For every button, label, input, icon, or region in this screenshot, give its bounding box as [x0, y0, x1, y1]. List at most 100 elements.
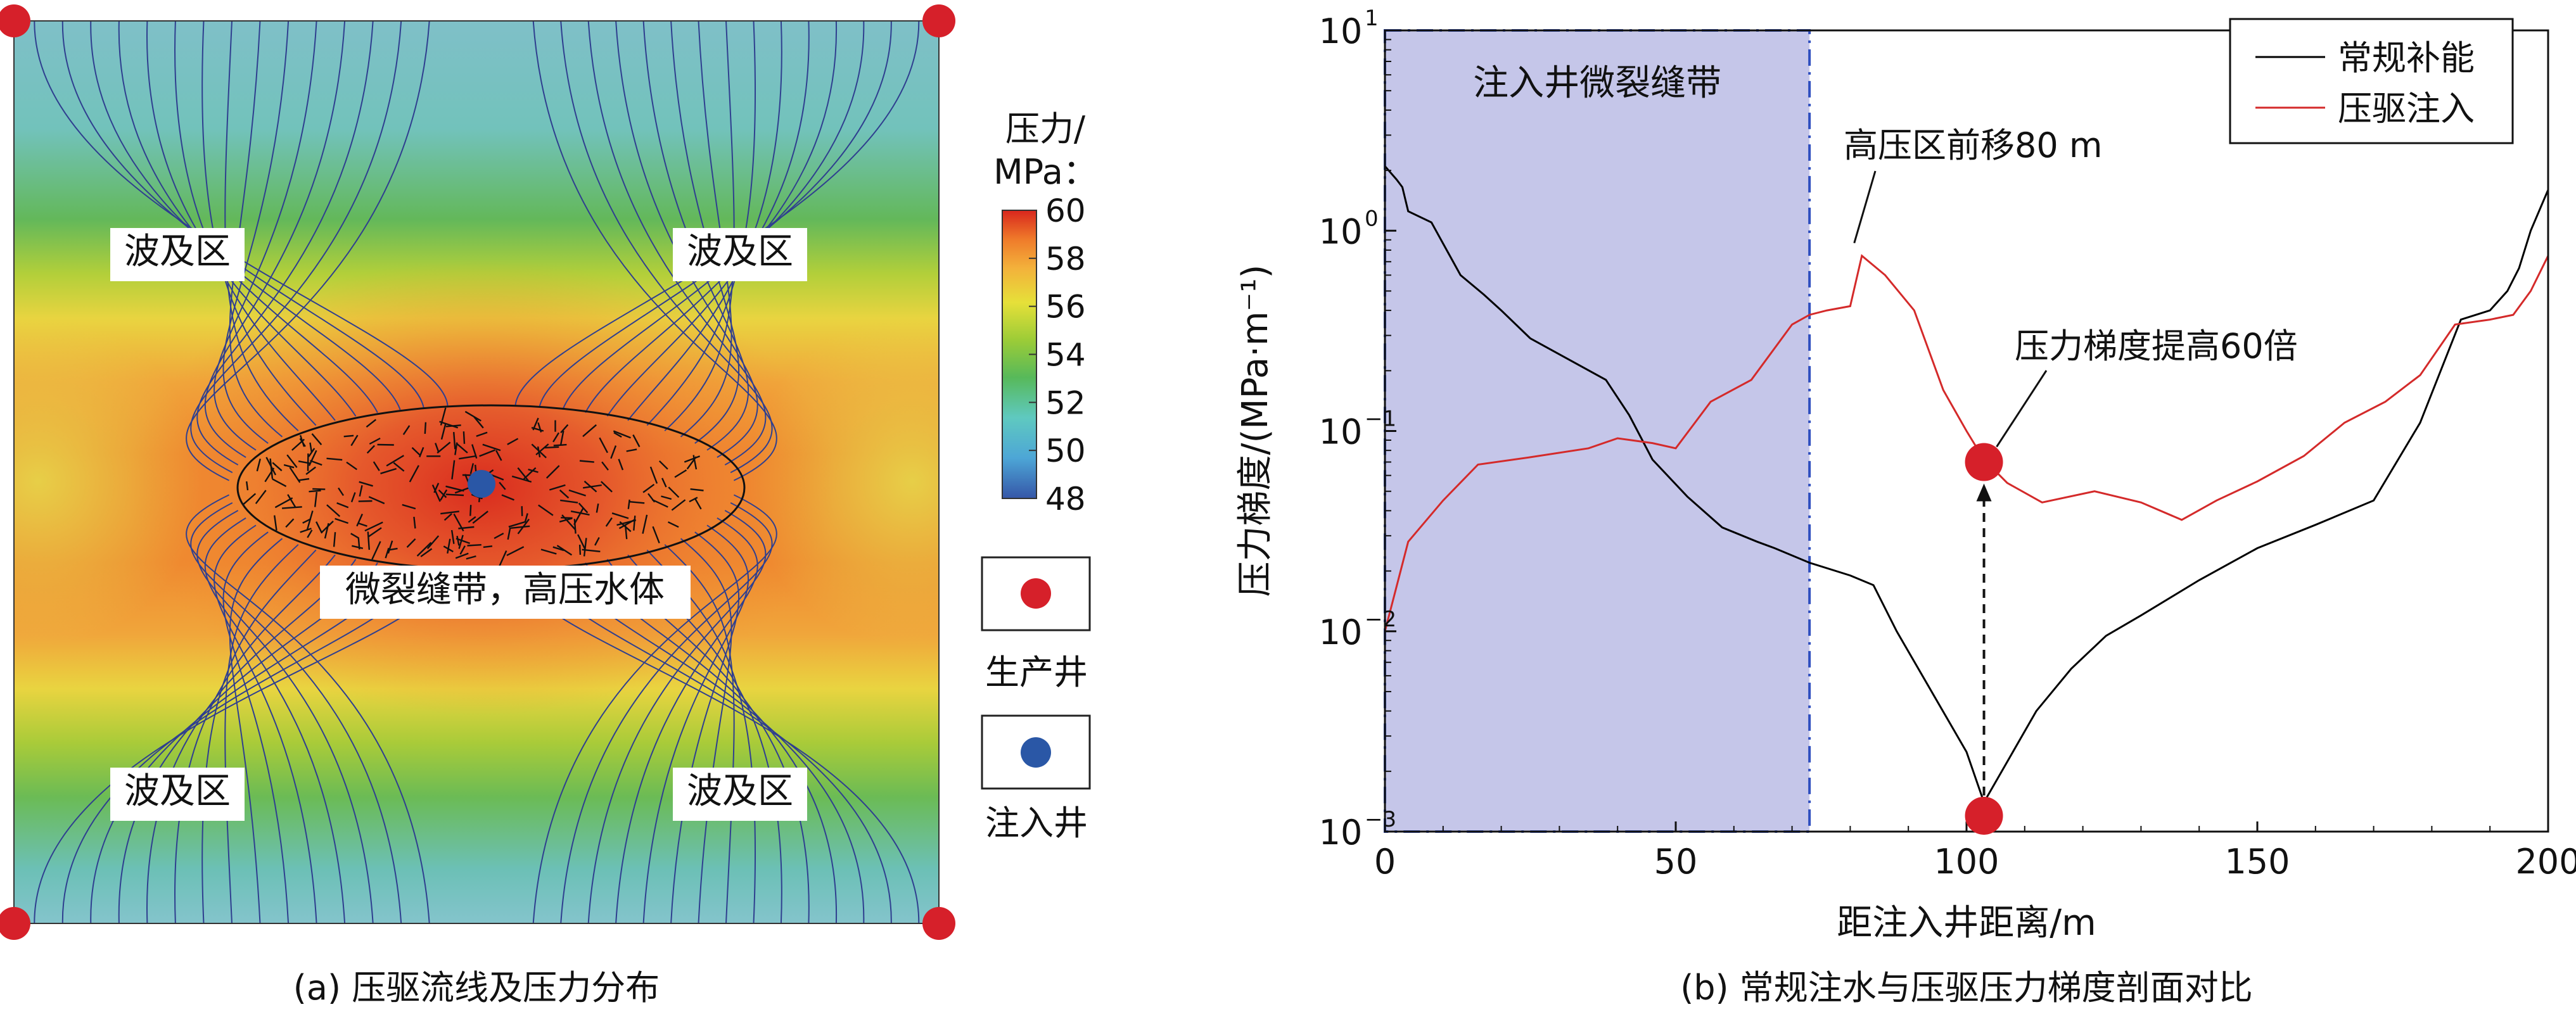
microfracture: [483, 545, 493, 548]
microfracture: [517, 518, 530, 535]
annotation-front: 高压区前移80 m: [1844, 125, 2102, 165]
streamline: [204, 21, 346, 458]
microfracture: [368, 496, 385, 505]
microfracture: [450, 529, 455, 544]
microfracture: [316, 521, 323, 534]
microfracture: [386, 455, 404, 467]
microfracture: [532, 417, 539, 431]
microfracture: [326, 457, 343, 461]
microfracture: [358, 523, 367, 527]
microfracture: [632, 434, 641, 448]
microfracture: [336, 502, 349, 509]
microfracture: [393, 462, 405, 472]
microfracture: [308, 450, 317, 466]
microfracture: [611, 512, 629, 519]
microfracture: [661, 478, 667, 488]
microfracture: [455, 552, 469, 559]
microfracture: [437, 441, 451, 454]
microfracture: [464, 410, 481, 422]
y-axis-label: 压力梯度/(MPa·m⁻¹): [1235, 265, 1276, 597]
svg-text:波及区: 波及区: [124, 771, 231, 812]
microfracture: [578, 502, 589, 514]
injector-well: [468, 470, 495, 498]
microfracture: [443, 513, 452, 521]
colorbar-tick-label: 48: [1045, 481, 1086, 517]
microfracture: [545, 465, 560, 479]
zone-label-bottom-right: 波及区: [673, 768, 807, 821]
producer-well-top-left: [0, 4, 30, 37]
microfracture: [272, 462, 283, 472]
colorbar-tick-label: 52: [1045, 384, 1086, 421]
microfracture: [658, 460, 668, 470]
microfracture: [321, 521, 334, 534]
microfracture: [472, 510, 488, 524]
streamline: [190, 502, 402, 923]
streamline: [186, 494, 430, 923]
microfracture: [286, 454, 298, 468]
microfracture: [420, 548, 433, 557]
streamline: [670, 21, 740, 444]
microfracture: [255, 490, 267, 504]
microfractures: [243, 407, 704, 568]
microfracture: [287, 494, 296, 508]
microfracture: [285, 518, 295, 528]
microfracture: [426, 535, 440, 549]
microfracture: [314, 491, 318, 507]
microfracture: [689, 497, 698, 503]
microfracture: [642, 483, 655, 493]
y-tick-label: 10: [1319, 11, 1363, 51]
microfracture: [454, 486, 471, 494]
microfracture: [499, 481, 506, 490]
svg-text:波及区: 波及区: [687, 771, 793, 812]
series-conventional-line: [1385, 165, 2548, 805]
x-tick-label: 150: [2224, 842, 2290, 882]
well-legend: 生产井 注入井: [981, 556, 1091, 843]
zone-label-top-right: 波及区: [673, 228, 807, 281]
streamline: [627, 21, 782, 421]
legend-label-conventional: 常规补能: [2338, 38, 2475, 78]
x-tick-label: 0: [1374, 842, 1396, 882]
microfracture: [579, 460, 594, 463]
y-tick-exponent: −2: [1365, 607, 1396, 632]
microfracture: [256, 459, 261, 472]
annotation-gradient: 压力梯度提高60倍: [2015, 326, 2298, 366]
x-axis-ticks: 0 50 100 150 200: [1374, 821, 2576, 882]
streamline: [642, 21, 749, 451]
microfracture: [549, 484, 566, 491]
microfracture: [601, 461, 609, 471]
y-tick-label: 10: [1319, 813, 1363, 852]
microfracture: [333, 532, 336, 547]
microfracture: [479, 449, 495, 457]
streamline: [642, 524, 749, 923]
y-tick-label: 10: [1319, 612, 1363, 652]
streamline: [201, 549, 317, 923]
microfracture: [283, 464, 295, 469]
streamline: [224, 21, 299, 431]
streamline: [214, 524, 317, 923]
microfracture: [559, 430, 564, 445]
microfracture: [411, 447, 421, 456]
microfracture: [671, 499, 686, 511]
microfracture: [511, 475, 532, 483]
microfracture: [652, 526, 660, 543]
microfracture: [599, 437, 608, 453]
microfracture: [456, 535, 460, 546]
zone-label-top-left: 波及区: [110, 228, 245, 281]
microfracture: [552, 546, 564, 552]
microfracture: [495, 450, 502, 461]
streamline: [587, 21, 767, 466]
microfracture: [431, 485, 441, 502]
microfracture: [524, 513, 528, 523]
microfracture: [246, 481, 249, 491]
microfracture: [269, 458, 274, 479]
microfracture: [456, 443, 468, 453]
microfracture: [335, 517, 348, 524]
microfracture: [306, 510, 314, 530]
microfracture: [369, 437, 381, 445]
microfracture: [439, 421, 459, 429]
colorbar-tick-label: 60: [1045, 193, 1086, 229]
microfracture: [559, 489, 570, 499]
microfracture: [445, 493, 464, 497]
microfracture: [583, 538, 587, 557]
